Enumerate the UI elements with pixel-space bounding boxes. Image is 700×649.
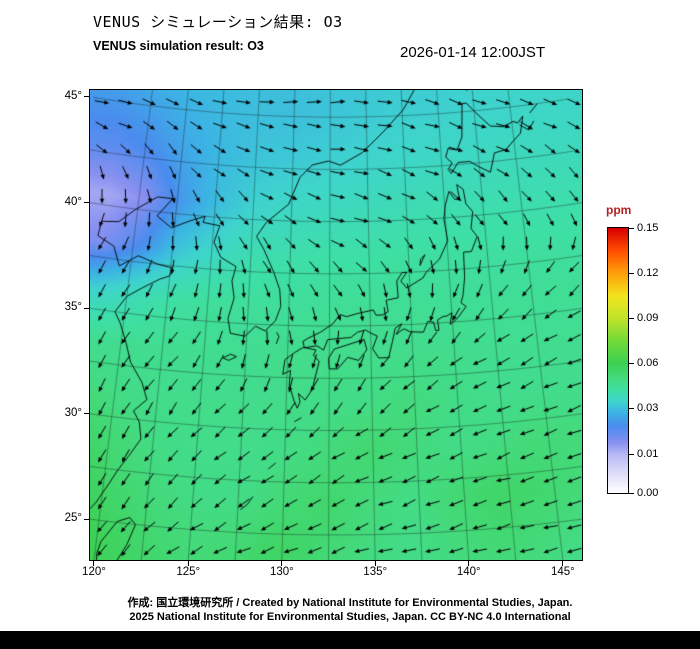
y-tick-label: 30° [64,406,82,419]
x-tick-label: 145° [550,566,575,578]
colorbar-units-label: ppm [606,203,632,217]
colorbar-gradient [608,228,628,493]
colorbar-tick-label: 0.01 [637,448,659,461]
colorbar-tickmark [629,227,634,229]
x-axis-tick [93,561,95,566]
y-axis-tick [84,202,89,204]
credit-line: 作成: 国立環境研究所 / Created by National Instit… [127,597,573,609]
license-line: 2025 National Institute for Environmenta… [129,611,571,623]
y-axis-tick [84,96,89,98]
x-axis-tick [562,561,564,566]
x-tick-label: 125° [176,566,201,578]
bottom-bar [0,631,700,649]
colorbar-tickmark [629,492,634,494]
colorbar-tickmark [629,454,634,456]
y-tick-label: 40° [64,195,82,208]
y-axis-tick [84,413,89,415]
page-title-japanese: VENUS シミュレーション結果: O3 [93,13,343,31]
colorbar-tick-label: 0.03 [637,401,659,414]
simulation-map-plot [88,88,583,561]
colorbar-tickmark [629,272,634,274]
y-tick-label: 35° [64,301,82,314]
x-axis-tick [374,561,376,566]
colorbar-tick-label: 0.15 [637,221,659,234]
colorbar-tick-label: 0.12 [637,266,659,279]
x-tick-label: 130° [269,566,294,578]
x-axis-tick [187,561,189,566]
x-tick-label: 140° [456,566,481,578]
colorbar-tickmark [629,407,634,409]
colorbar-tick-label: 0.06 [637,356,659,369]
datetime-label: 2026-01-14 12:00JST [400,44,546,61]
simulation-map-canvas [89,89,582,560]
y-tick-label: 25° [64,512,82,525]
colorbar-gradient-frame [607,227,629,494]
colorbar-tickmark [629,362,634,364]
colorbar-tick-label: 0.09 [637,311,659,324]
page-title-english: VENUS simulation result: O3 [93,39,264,53]
x-tick-label: 135° [363,566,388,578]
x-tick-label: 120° [82,566,106,578]
x-axis-tick [468,561,470,566]
colorbar-tick-label: 0.00 [637,486,659,499]
y-tick-label: 45° [64,89,82,102]
x-axis-tick [281,561,283,566]
colorbar-tickmark [629,317,634,319]
y-axis-tick [84,518,89,520]
y-axis-tick [84,307,89,309]
